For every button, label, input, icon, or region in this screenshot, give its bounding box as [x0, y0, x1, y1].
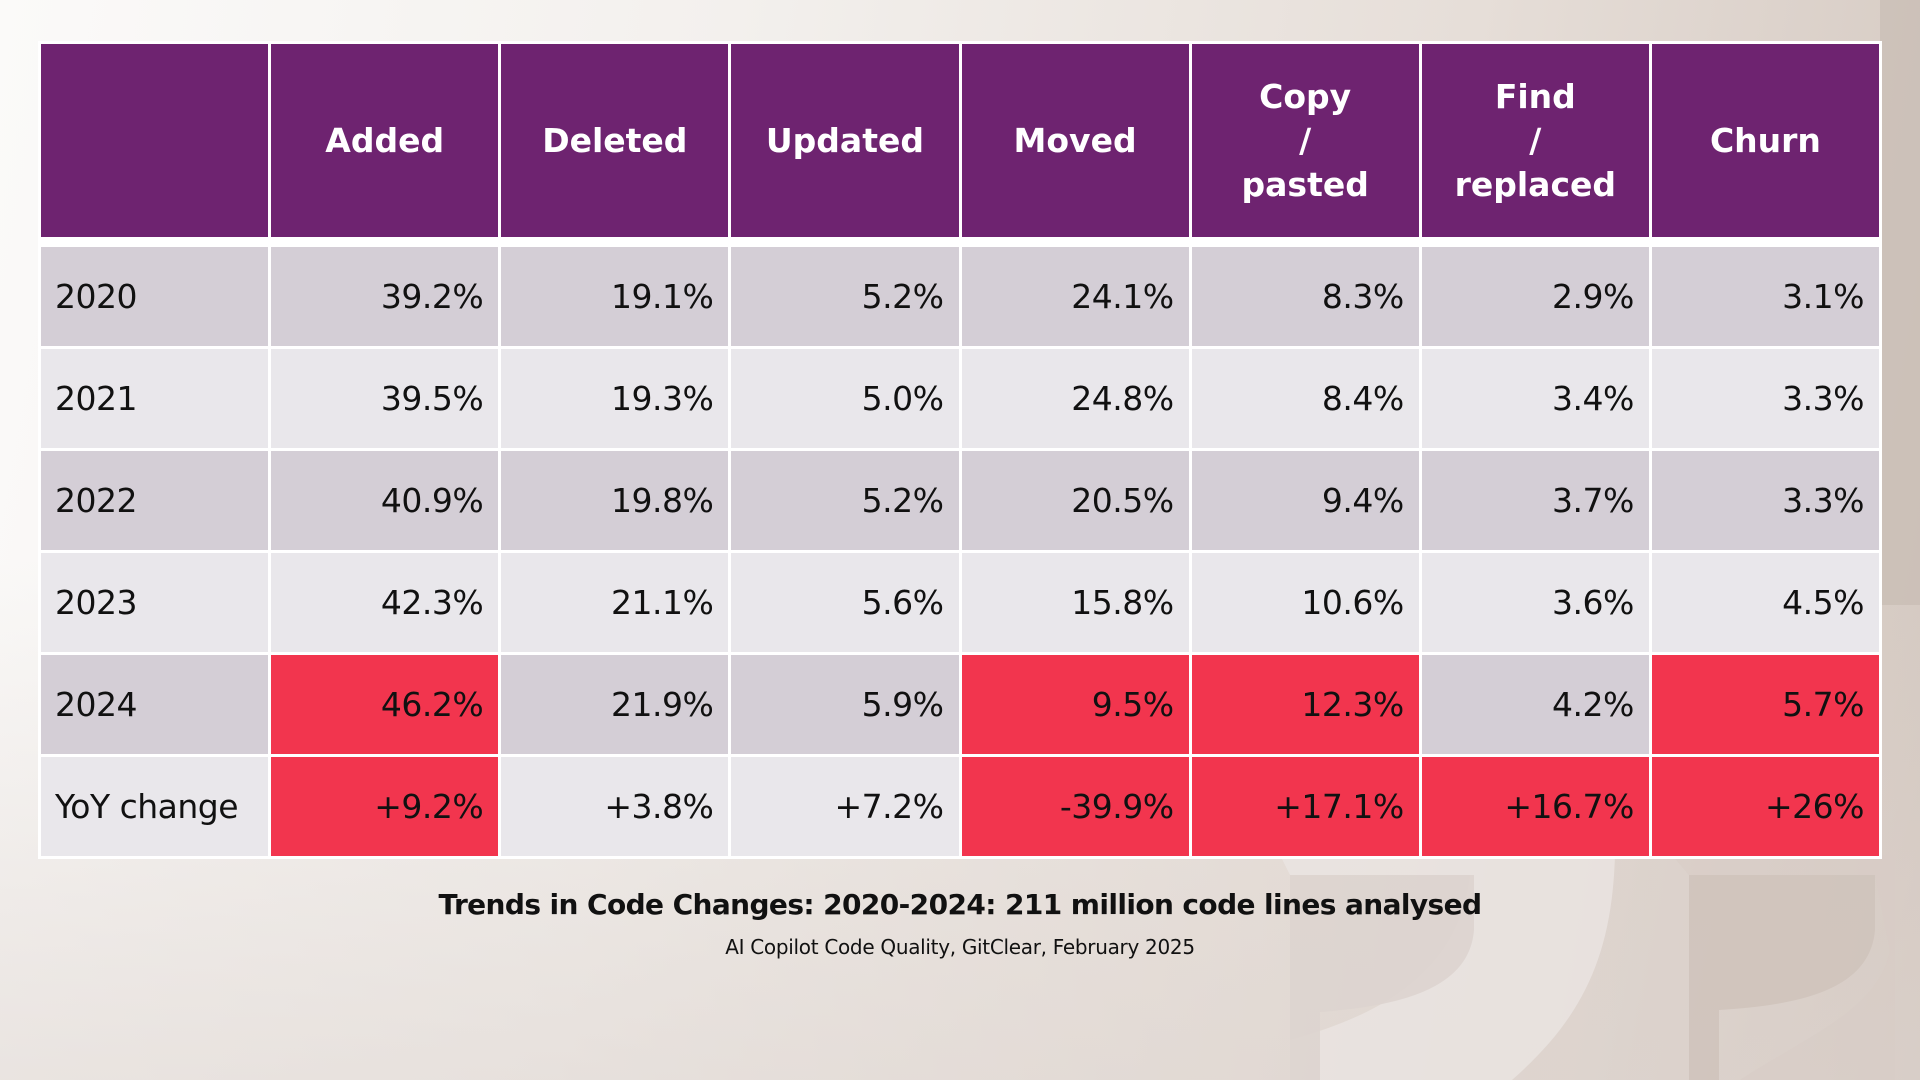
code-changes-table: Added Deleted Updated Moved Copy / pasted Fin…	[38, 41, 1882, 859]
row-label: 2021	[41, 349, 269, 448]
table-cell: 20.5%	[961, 451, 1189, 550]
table-cell: 3.7%	[1421, 451, 1649, 550]
table-cell-highlighted: 5.7%	[1651, 655, 1879, 754]
table-cell-highlighted: +17.1%	[1191, 757, 1419, 856]
table-cell: 3.4%	[1421, 349, 1649, 448]
table-cell: +7.2%	[731, 757, 959, 856]
table-cell: 3.3%	[1651, 451, 1879, 550]
table-caption-source: AI Copilot Code Quality, GitClear, Febru…	[725, 935, 1195, 959]
table-cell: 21.9%	[501, 655, 729, 754]
table-cell-highlighted: 12.3%	[1191, 655, 1419, 754]
table-cell: 39.5%	[271, 349, 499, 448]
row-label: 2023	[41, 553, 269, 652]
table-cell: 8.3%	[1191, 247, 1419, 346]
row-label: YoY change	[41, 757, 269, 856]
table-cell: 2.9%	[1421, 247, 1649, 346]
quote-mark-left-inner	[1290, 875, 1474, 1080]
table-cell: 4.5%	[1651, 553, 1879, 652]
table-cell: +3.8%	[501, 757, 729, 856]
table-cell: 5.9%	[731, 655, 959, 754]
table-cell: 5.0%	[731, 349, 959, 448]
column-header: Added	[271, 44, 499, 237]
table-cell-highlighted: -39.9%	[961, 757, 1189, 856]
background-band	[1880, 0, 1920, 605]
table-cell: 8.4%	[1191, 349, 1419, 448]
table-cell: 10.6%	[1191, 553, 1419, 652]
table-cell: 19.3%	[501, 349, 729, 448]
row-label: 2020	[41, 247, 269, 346]
table-cell: 21.1%	[501, 553, 729, 652]
table-cell: 39.2%	[271, 247, 499, 346]
table-cell: 3.6%	[1421, 553, 1649, 652]
column-header: Churn	[1651, 44, 1879, 237]
table-cell-highlighted: +26%	[1651, 757, 1879, 856]
table-cell: 5.2%	[731, 247, 959, 346]
table-cell-highlighted: +9.2%	[271, 757, 499, 856]
table-cell-highlighted: +16.7%	[1421, 757, 1649, 856]
column-header: Copy / pasted	[1191, 44, 1419, 237]
table-cell: 3.3%	[1651, 349, 1879, 448]
table-cell: 9.4%	[1191, 451, 1419, 550]
column-header: Moved	[961, 44, 1189, 237]
table-cell: 42.3%	[271, 553, 499, 652]
table-cell: 24.1%	[961, 247, 1189, 346]
table-cell: 19.8%	[501, 451, 729, 550]
table-cell: 15.8%	[961, 553, 1189, 652]
table-cell: 40.9%	[271, 451, 499, 550]
table-cell: 24.8%	[961, 349, 1189, 448]
header-separator	[41, 240, 1879, 244]
table-grid: Added Deleted Updated Moved Copy / pasted Fin…	[41, 44, 1879, 856]
column-header: Deleted	[501, 44, 729, 237]
quote-mark-right	[1689, 875, 1875, 1080]
table-cell: 19.1%	[501, 247, 729, 346]
column-header: Find / replaced	[1421, 44, 1649, 237]
quote-mark-right-outer	[1672, 855, 1895, 1080]
table-caption-title: Trends in Code Changes: 2020-2024: 211 m…	[438, 888, 1483, 921]
table-cell: 5.2%	[731, 451, 959, 550]
column-header: Updated	[731, 44, 959, 237]
table-cell: 4.2%	[1421, 655, 1649, 754]
table-cell-highlighted: 46.2%	[271, 655, 499, 754]
table-cell: 3.1%	[1651, 247, 1879, 346]
table-cell: 5.6%	[731, 553, 959, 652]
row-label: 2022	[41, 451, 269, 550]
row-label: 2024	[41, 655, 269, 754]
header-corner-cell	[41, 44, 269, 237]
table-cell-highlighted: 9.5%	[961, 655, 1189, 754]
